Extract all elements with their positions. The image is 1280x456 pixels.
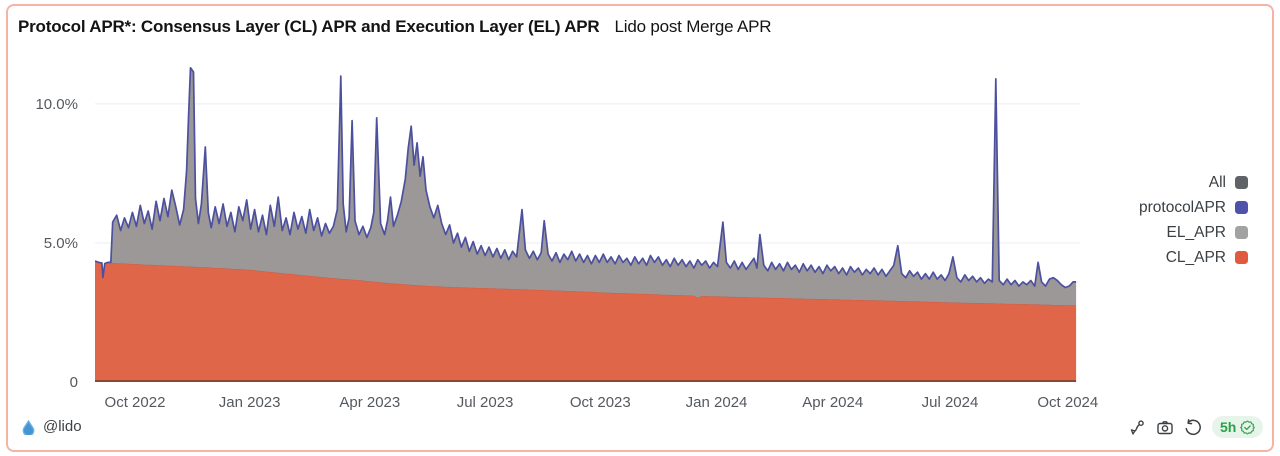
verified-check-icon	[1240, 419, 1256, 435]
x-tick-oct-2022: Oct 2022	[104, 394, 166, 411]
y-tick-10.0%: 10.0%	[35, 95, 78, 113]
x-tick-oct-2023: Oct 2023	[569, 394, 631, 411]
protocol-apr-line	[94, 66, 1077, 289]
legend-swatch	[1235, 201, 1248, 214]
refresh-age-label: 5h	[1220, 419, 1237, 435]
lido-droplet-icon	[22, 419, 35, 435]
author-row[interactable]: @lido	[22, 418, 82, 435]
chart-legend: All protocolAPR EL_APR CL_APR	[1139, 170, 1248, 270]
apr-chart-plot-area[interactable]	[94, 60, 1080, 384]
x-tick-jul-2023: Jul 2023	[456, 394, 514, 411]
x-tick-jul-2024: Jul 2024	[921, 394, 979, 411]
data-freshness-badge[interactable]: 5h	[1212, 416, 1264, 438]
chart-title-main: Protocol APR*: Consensus Layer (CL) APR …	[18, 17, 600, 36]
chart-title: Protocol APR*: Consensus Layer (CL) APR …	[18, 17, 772, 37]
x-tick-jan-2024: Jan 2024	[685, 394, 748, 411]
legend-swatch	[1235, 226, 1248, 239]
legend-label: protocolAPR	[1138, 198, 1226, 216]
legend-item-protocolapr[interactable]: protocolAPR	[1139, 195, 1248, 220]
legend-item-el_apr[interactable]: EL_APR	[1139, 220, 1248, 245]
chart-title-subtitle: Lido post Merge APR	[614, 17, 772, 36]
x-tick-jan-2023: Jan 2023	[218, 394, 281, 411]
legend-swatch	[1235, 176, 1248, 189]
legend-label: EL_APR	[1166, 223, 1226, 241]
fork-icon[interactable]	[1128, 419, 1146, 437]
y-tick-5.0%: 5.0%	[43, 235, 78, 252]
apr-stacked-area-chart[interactable]	[94, 60, 1080, 384]
legend-item-all[interactable]: All	[1139, 170, 1248, 195]
history-refresh-icon[interactable]	[1184, 419, 1202, 437]
x-tick-oct-2024: Oct 2024	[1037, 394, 1099, 411]
x-tick-apr-2023: Apr 2023	[339, 394, 401, 411]
cl-apr-area	[95, 261, 1077, 382]
author-handle[interactable]: @lido	[43, 418, 82, 435]
x-tick-apr-2024: Apr 2024	[802, 394, 864, 411]
legend-label: All	[1208, 173, 1226, 191]
legend-swatch	[1235, 251, 1248, 264]
legend-label: CL_APR	[1165, 248, 1226, 266]
y-tick-0: 0	[69, 374, 78, 391]
camera-icon[interactable]	[1156, 419, 1174, 437]
legend-item-cl_apr[interactable]: CL_APR	[1139, 245, 1248, 270]
